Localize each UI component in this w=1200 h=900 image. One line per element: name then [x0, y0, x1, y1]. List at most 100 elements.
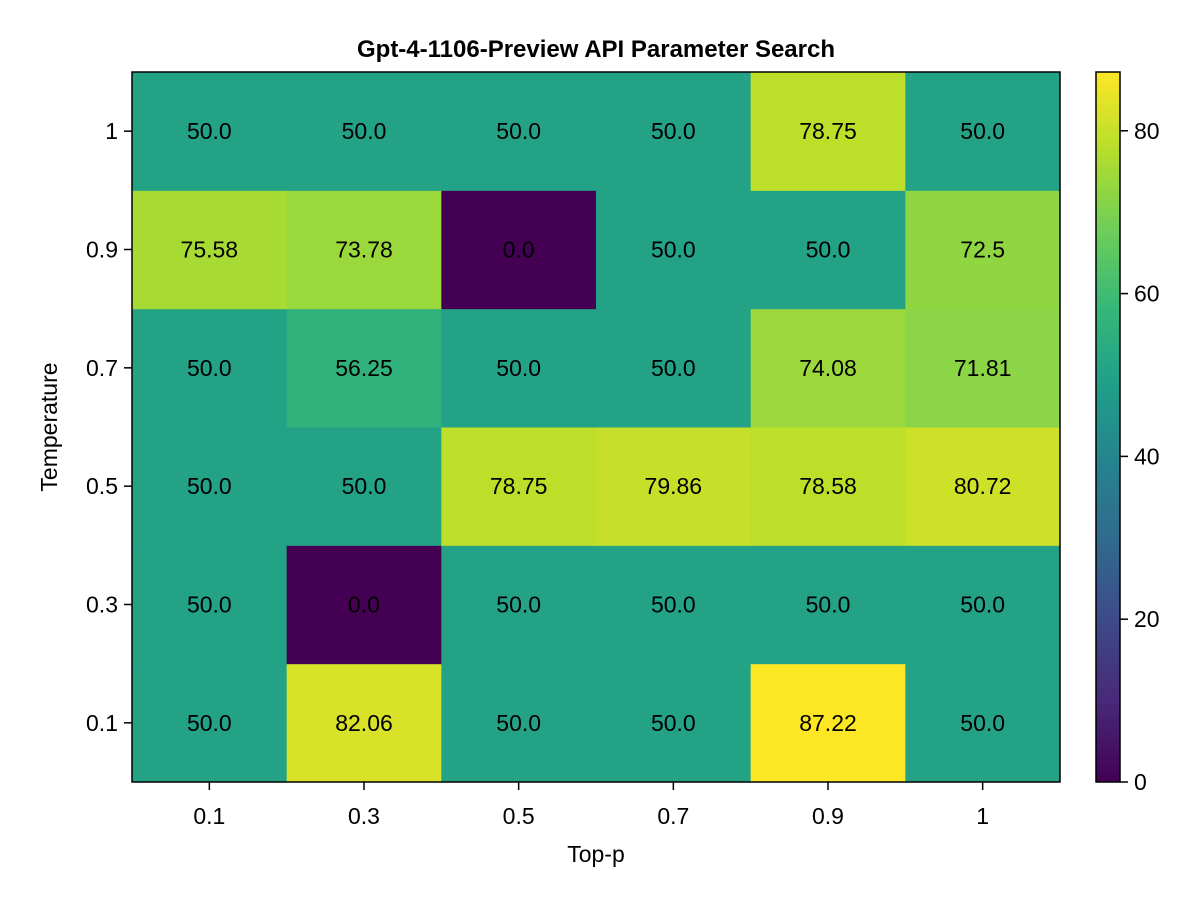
cell-value-label: 50.0 — [960, 592, 1005, 618]
heatmap-cell-labels: 50.0 82.06 50.0 50.0 87.22 50.0 50.0 0.0 50.0 50.… — [181, 118, 1012, 736]
cell-value-label: 50.0 — [806, 592, 851, 618]
cell-value-label: 50.0 — [187, 710, 232, 736]
x-tick-label: 1 — [976, 803, 989, 829]
heatmap-cell — [596, 545, 752, 665]
cell-value-label: 72.5 — [960, 237, 1005, 263]
heatmap-cells — [132, 72, 1061, 783]
cell-value-label: 50.0 — [187, 118, 232, 144]
y-tick-label: 1 — [105, 118, 118, 144]
colorbar-tick-label: 0 — [1134, 769, 1147, 795]
heatmap-cell — [750, 308, 906, 428]
cell-value-label: 50.0 — [496, 355, 541, 381]
heatmap-cell — [750, 545, 906, 665]
cell-value-label: 0.0 — [503, 237, 535, 263]
heatmap-cell — [750, 190, 906, 310]
heatmap-cell — [596, 663, 752, 783]
cell-value-label: 74.08 — [799, 355, 857, 381]
cell-value-label: 71.81 — [954, 355, 1012, 381]
y-tick-label: 0.1 — [86, 710, 118, 736]
heatmap-cell — [750, 72, 906, 191]
x-tick-label: 0.9 — [812, 803, 844, 829]
colorbar-tick-label: 60 — [1134, 281, 1160, 307]
cell-value-label: 50.0 — [187, 592, 232, 618]
chart-title: Gpt-4-1106-Preview API Parameter Search — [357, 36, 835, 63]
cell-value-label: 50.0 — [651, 237, 696, 263]
x-tick-label: 0.7 — [657, 803, 689, 829]
heatmap-cell — [286, 663, 442, 783]
heatmap-cell — [905, 545, 1061, 665]
cell-value-label: 50.0 — [187, 355, 232, 381]
heatmap-cell — [905, 190, 1061, 310]
cell-value-label: 56.25 — [335, 355, 393, 381]
cell-value-label: 50.0 — [496, 592, 541, 618]
heatmap-cell — [596, 308, 752, 428]
heatmap-cell — [132, 545, 288, 665]
cell-value-label: 50.0 — [651, 592, 696, 618]
cell-value-label: 0.0 — [348, 592, 380, 618]
x-tick-label: 0.1 — [193, 803, 225, 829]
heatmap-cell — [286, 545, 442, 665]
heatmap-cell — [596, 427, 752, 546]
cell-value-label: 50.0 — [651, 118, 696, 144]
y-tick-label: 0.9 — [86, 237, 118, 263]
heatmap-cell — [132, 308, 288, 428]
heatmap-cell — [286, 308, 442, 428]
x-axis-ticks: 0.1 0.3 0.5 0.7 0.9 1 — [193, 782, 989, 829]
heatmap-cell — [441, 308, 597, 428]
x-tick-label: 0.3 — [348, 803, 380, 829]
cell-value-label: 50.0 — [651, 710, 696, 736]
cell-value-label: 50.0 — [187, 473, 232, 499]
cell-value-label: 75.58 — [181, 237, 239, 263]
cell-value-label: 50.0 — [496, 710, 541, 736]
cell-value-label: 80.72 — [954, 473, 1012, 499]
x-axis-label: Top-p — [567, 841, 625, 867]
heatmap-cell — [905, 72, 1061, 191]
heatmap-cell — [441, 427, 597, 546]
cell-value-label: 78.58 — [799, 473, 857, 499]
heatmap-cell — [132, 663, 288, 783]
cell-value-label: 79.86 — [645, 473, 703, 499]
cell-value-label: 50.0 — [960, 710, 1005, 736]
cell-value-label: 50.0 — [342, 118, 387, 144]
colorbar-tick-label: 40 — [1134, 443, 1160, 469]
heatmap-cell — [905, 663, 1061, 783]
cell-value-label: 50.0 — [651, 355, 696, 381]
heatmap-cell — [441, 663, 597, 783]
cell-value-label: 82.06 — [335, 710, 393, 736]
plot-frame — [131, 71, 1061, 783]
cell-value-label: 78.75 — [799, 118, 857, 144]
heatmap-cell — [596, 190, 752, 310]
heatmap-cell — [905, 308, 1061, 428]
y-axis-label: Temperature — [36, 362, 62, 491]
heatmap-cell — [905, 427, 1061, 546]
y-axis-ticks: 0.1 0.3 0.5 0.7 0.9 1 — [86, 118, 132, 736]
heatmap-cell — [441, 190, 597, 310]
cell-value-label: 50.0 — [496, 118, 541, 144]
heatmap-cell — [132, 72, 288, 191]
y-tick-label: 0.7 — [86, 355, 118, 381]
colorbar-tick-label: 80 — [1134, 118, 1160, 144]
heatmap-cell — [286, 190, 442, 310]
cell-value-label: 50.0 — [806, 237, 851, 263]
colorbar-tick-label: 20 — [1134, 606, 1160, 632]
heatmap-cell — [286, 72, 442, 191]
heatmap-cell — [286, 427, 442, 546]
heatmap-cell — [132, 427, 288, 546]
colorbar: 0 20 40 60 80 — [1095, 71, 1160, 795]
cell-value-label: 50.0 — [342, 473, 387, 499]
colorbar-gradient — [1095, 71, 1121, 783]
x-tick-label: 0.5 — [503, 803, 535, 829]
y-tick-label: 0.5 — [86, 473, 118, 499]
cell-value-label: 87.22 — [799, 710, 857, 736]
heatmap-cell — [441, 545, 597, 665]
heatmap-cell — [132, 190, 288, 310]
cell-value-label: 78.75 — [490, 473, 548, 499]
cell-value-label: 73.78 — [335, 237, 393, 263]
heatmap-cell — [441, 72, 597, 191]
cell-value-label: 50.0 — [960, 118, 1005, 144]
y-tick-label: 0.3 — [86, 592, 118, 618]
heatmap-cell — [750, 427, 906, 546]
heatmap-cell — [750, 663, 906, 783]
heatmap-cell — [596, 72, 752, 191]
